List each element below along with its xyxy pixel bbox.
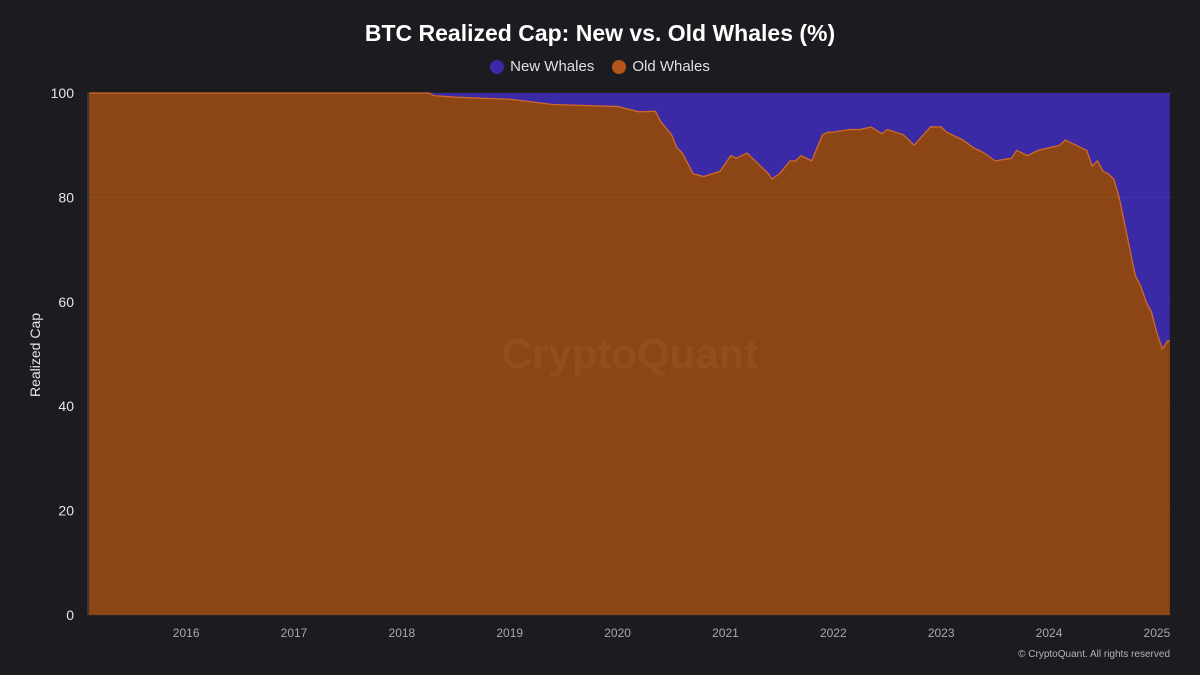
y-tick-label: 100 xyxy=(51,85,75,101)
x-tick-label: 2016 xyxy=(173,626,200,640)
series-layer xyxy=(89,92,1170,615)
legend: New Whales Old Whales xyxy=(0,58,1200,75)
legend-label-old-whales: Old Whales xyxy=(632,58,710,75)
legend-dot-old-whales xyxy=(612,59,627,74)
y-tick-label: 60 xyxy=(58,294,74,310)
copyright-text: © CryptoQuant. All rights reserved xyxy=(1018,649,1170,660)
chart-title: BTC Realized Cap: New vs. Old Whales (%) xyxy=(364,20,836,46)
y-tick-label: 80 xyxy=(58,189,74,205)
y-tick-label: 0 xyxy=(66,607,74,623)
x-tick-label: 2018 xyxy=(389,626,416,640)
x-tick-label: 2023 xyxy=(928,626,955,640)
x-tick-label: 2021 xyxy=(712,626,739,640)
axes: 0 20 40 60 80 100 2016 2017 2018 2019 2020 2021 2022… xyxy=(51,85,1171,640)
y-tick-label: 40 xyxy=(58,398,74,414)
legend-item-new-whales[interactable]: New Whales xyxy=(490,58,594,75)
x-tick-label: 2025 xyxy=(1144,626,1171,640)
series-area-new-whales xyxy=(89,93,1170,349)
legend-dot-new-whales xyxy=(490,59,505,74)
x-tick-label: 2022 xyxy=(820,626,847,640)
x-tick-label: 2017 xyxy=(281,626,308,640)
x-tick-label: 2024 xyxy=(1036,626,1063,640)
legend-item-old-whales[interactable]: Old Whales xyxy=(612,58,710,75)
x-tick-label: 2020 xyxy=(604,626,631,640)
x-tick-label: 2019 xyxy=(496,626,523,640)
series-area-old-whales xyxy=(89,93,1170,615)
series-line-old-whales xyxy=(89,92,1170,351)
legend-label-new-whales: New Whales xyxy=(510,58,595,75)
y-tick-label: 20 xyxy=(58,503,74,519)
